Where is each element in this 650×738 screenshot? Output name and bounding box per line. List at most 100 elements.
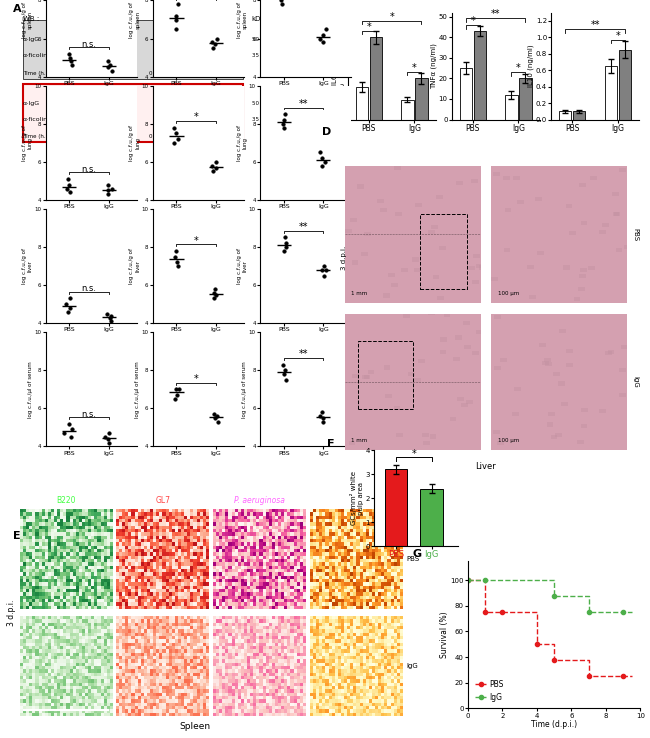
Bar: [514, 387, 521, 391]
Point: [106, 315, 116, 327]
Text: α-ficolin: α-ficolin: [23, 53, 47, 58]
Point: [207, 159, 217, 171]
Text: *: *: [411, 449, 416, 459]
Text: 6: 6: [88, 71, 92, 75]
Bar: [577, 440, 584, 444]
Bar: [105, 58, 117, 68]
Bar: [105, 123, 117, 131]
Point: [103, 184, 114, 196]
Bar: [535, 196, 542, 201]
Bar: [384, 294, 390, 297]
Bar: [151, 58, 163, 68]
Point: [64, 179, 75, 190]
Text: 50 - IgG: 50 - IgG: [252, 101, 274, 106]
Legend: PBS, IgG: PBS, IgG: [472, 677, 507, 705]
Bar: [388, 273, 395, 277]
Text: *: *: [412, 63, 417, 73]
Text: kDa: kDa: [252, 16, 265, 22]
Point: [65, 302, 75, 314]
Bar: [580, 424, 588, 428]
Point: [320, 156, 331, 168]
Text: 0: 0: [149, 71, 153, 75]
Bar: [188, 105, 200, 116]
Text: 3 d.p.i.: 3 d.p.i.: [6, 599, 16, 626]
Bar: [50, 58, 62, 68]
Point: [173, 260, 183, 272]
Text: 3 d.p.i.: 3 d.p.i.: [341, 246, 347, 270]
Y-axis label: IL6 (ng/ml): IL6 (ng/ml): [332, 47, 338, 85]
Bar: [440, 337, 447, 342]
Bar: [558, 382, 565, 385]
Point: [278, 122, 289, 134]
Point: [211, 162, 222, 173]
Point: [208, 165, 218, 177]
Text: *: *: [194, 235, 199, 246]
Bar: [206, 123, 218, 131]
Bar: [68, 58, 81, 68]
Point: [318, 269, 329, 281]
Point: [67, 424, 77, 435]
Text: Merge: Merge: [344, 496, 369, 506]
Bar: [188, 58, 200, 68]
Point: [59, 427, 70, 439]
Point: [315, 32, 326, 44]
Point: [62, 182, 72, 194]
Bar: [105, 41, 117, 52]
Point: [280, 108, 291, 120]
Bar: [548, 413, 555, 416]
Bar: [368, 370, 374, 374]
Bar: [579, 275, 586, 278]
Point: [102, 308, 112, 320]
Bar: [86, 123, 99, 131]
Point: [172, 256, 183, 268]
Bar: [363, 376, 370, 379]
Point: [279, 114, 289, 125]
Point: [173, 133, 183, 145]
Text: n.s.: n.s.: [81, 410, 96, 418]
Text: *: *: [516, 63, 521, 73]
Y-axis label: log c.f.u./g of
lung: log c.f.u./g of lung: [129, 125, 140, 161]
Bar: [603, 223, 609, 227]
Bar: [527, 265, 534, 269]
Point: [172, 0, 183, 10]
Point: [315, 410, 326, 422]
Bar: [460, 68, 472, 120]
Bar: [352, 261, 358, 264]
Bar: [356, 86, 368, 120]
Bar: [493, 430, 500, 435]
Point: [103, 55, 114, 67]
Text: A: A: [14, 4, 22, 14]
Bar: [68, 105, 81, 116]
Point: [317, 415, 328, 427]
Y-axis label: log c.f.u./g of
lung: log c.f.u./g of lung: [237, 125, 248, 161]
Point: [279, 0, 289, 3]
Point: [280, 232, 291, 244]
Bar: [370, 37, 382, 120]
Text: α-ficolin: α-ficolin: [23, 117, 47, 122]
Bar: [619, 168, 626, 173]
Bar: [362, 375, 369, 379]
Bar: [623, 245, 630, 249]
Text: α-IgG: α-IgG: [23, 101, 40, 106]
Bar: [206, 105, 218, 116]
Point: [103, 179, 113, 190]
Bar: [385, 469, 407, 546]
Bar: [545, 362, 552, 366]
Text: *: *: [194, 374, 199, 384]
Y-axis label: GCs/mm² white
pulp area: GCs/mm² white pulp area: [350, 471, 364, 525]
Bar: [364, 232, 371, 235]
Bar: [590, 176, 597, 180]
Bar: [605, 351, 612, 355]
Bar: [500, 359, 507, 362]
Point: [207, 36, 218, 48]
Point: [65, 187, 75, 199]
Bar: [616, 248, 623, 252]
Bar: [415, 202, 422, 207]
Text: B220: B220: [56, 496, 75, 506]
Text: 3: 3: [68, 134, 72, 139]
Point: [211, 289, 221, 300]
Bar: [357, 184, 363, 188]
Bar: [350, 218, 357, 222]
Point: [171, 128, 181, 139]
Bar: [428, 311, 436, 315]
